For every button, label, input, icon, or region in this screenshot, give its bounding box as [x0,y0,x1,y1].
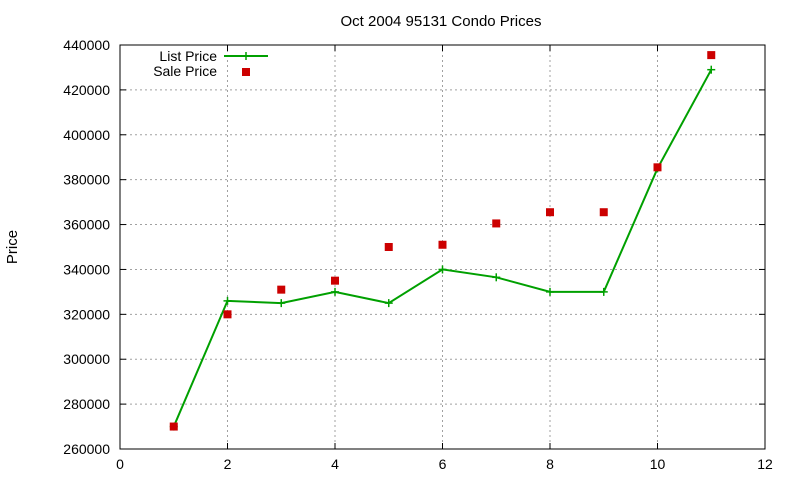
x-tick-label: 12 [757,456,773,472]
legend-label-list-price: List Price [159,48,217,64]
sale-price-point [599,208,608,217]
sale-price-point [384,243,393,251]
axes: 0 2 4 6 8 10 12 260000 280000 300000 320000 340000 3… [63,37,773,472]
chart-title: Oct 2004 95131 Condo Prices [341,13,542,30]
y-tick-label: 360000 [63,217,110,233]
list-price-point [384,299,393,308]
series-layer [169,51,716,431]
list-price-point [707,65,716,74]
y-axis-title: Price [4,230,21,264]
x-tick-label: 6 [439,456,447,472]
y-tick-label: 300000 [63,351,110,367]
sale-price-point [277,285,286,294]
sale-price-point [492,219,501,228]
list-price-point [599,287,608,296]
sale-price-point [546,208,554,217]
list-price-point [223,296,232,305]
y-tick-label: 260000 [63,441,110,457]
x-tick-label: 10 [650,456,666,472]
x-tick-label: 2 [224,456,232,472]
y-tick-label: 400000 [63,127,110,143]
y-tick-label: 380000 [63,172,110,188]
legend-marker-sale-price [242,68,250,76]
x-tick-label: 8 [546,456,554,472]
y-tick-label: 280000 [63,396,110,412]
list-price-point [277,299,286,308]
y-tick-label: 320000 [63,306,110,322]
list-price-point [438,265,447,274]
list-price-point [492,273,501,282]
sale-price-point [438,240,447,249]
series-sale-price [169,51,716,431]
x-tick-label: 4 [331,456,339,472]
legend-label-sale-price: Sale Price [153,63,217,79]
list-price-point [546,287,554,296]
sale-price-point [223,310,232,319]
sale-price-point [331,276,339,285]
list-price-point [331,287,339,296]
sale-price-point [707,51,716,60]
legend: List Price Sale Price [153,48,268,79]
y-tick-label: 420000 [63,82,110,98]
legend-marker-list-price [242,52,250,60]
x-tick-label: 0 [116,456,124,472]
y-tick-label: 340000 [63,261,110,277]
y-tick-label: 440000 [63,37,110,53]
sale-price-point [169,422,178,431]
sale-price-point [653,163,662,172]
